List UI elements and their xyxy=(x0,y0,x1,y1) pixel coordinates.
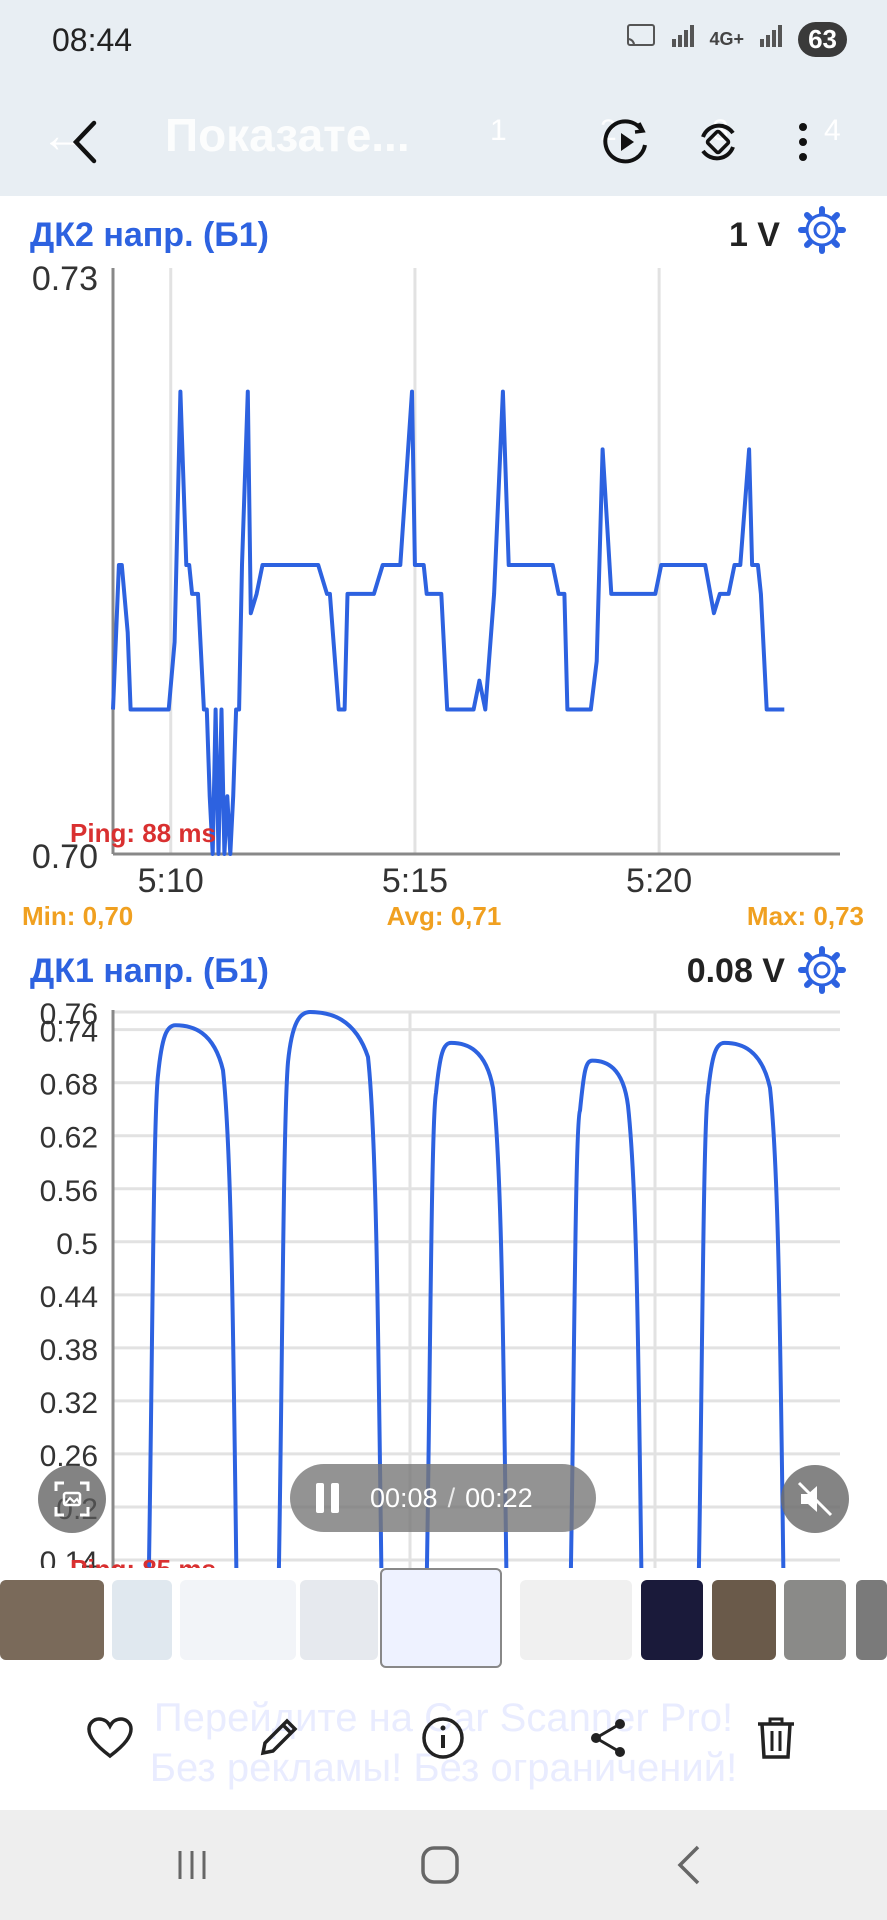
chart2-y-tick-label: 0.44 xyxy=(40,1281,98,1314)
thumbnail-item[interactable] xyxy=(300,1580,378,1660)
chart2-y-tick-label: 0.38 xyxy=(40,1334,98,1367)
share-button[interactable] xyxy=(579,1708,639,1768)
chevron-left-icon xyxy=(72,120,97,164)
thumbnail-item[interactable] xyxy=(112,1580,172,1660)
status-time: 08:44 xyxy=(52,22,133,58)
chart1-x-tick-label: 5:10 xyxy=(138,862,204,900)
chart1-y-tick-label: 0.70 xyxy=(32,838,98,876)
charts-area: ДК2 напр. (Б1) 1 V 0.73 0.70 5:10 5:15 5:20… xyxy=(22,206,864,1568)
info-button[interactable] xyxy=(413,1708,473,1768)
gauge2-value: 0.08 V xyxy=(687,952,786,990)
rotate-button[interactable] xyxy=(690,114,746,170)
thumbnail-strip[interactable] xyxy=(0,1568,887,1668)
pause-button[interactable] xyxy=(316,1483,346,1513)
back-button[interactable] xyxy=(58,114,114,170)
chart1-x-tick-label: 5:20 xyxy=(626,862,692,900)
pause-icon-bar xyxy=(316,1483,324,1513)
gauge1-title: ДК2 напр. (Б1) xyxy=(30,216,269,254)
nav-back-button[interactable] xyxy=(660,1840,720,1890)
chart2-y-tick-label: 0.56 xyxy=(40,1175,98,1208)
gauge1-settings-icon[interactable] xyxy=(798,206,846,254)
thumbnail-item[interactable] xyxy=(856,1580,887,1660)
home-icon xyxy=(421,1846,459,1884)
ghost-page-title: Показате... xyxy=(165,109,410,161)
pause-icon-bar xyxy=(331,1483,339,1513)
home-button[interactable] xyxy=(410,1840,470,1890)
thumbnail-item[interactable] xyxy=(784,1580,846,1660)
app-bar-edge xyxy=(0,186,887,196)
back-chevron-icon xyxy=(677,1845,700,1885)
trash-icon xyxy=(758,1717,794,1759)
network-type: 4G+ xyxy=(709,29,745,49)
thumbnail-selected[interactable] xyxy=(380,1568,502,1668)
player-separator: / xyxy=(447,1482,456,1513)
edit-button[interactable] xyxy=(248,1708,308,1768)
battery-icon: 63 xyxy=(798,22,847,57)
image-capture-icon xyxy=(54,1481,90,1517)
heart-icon xyxy=(87,1717,133,1759)
volume-mute-icon xyxy=(797,1481,833,1517)
signal-icon xyxy=(670,23,696,56)
app-bar: ← Показате... 1 2 3 4 xyxy=(0,86,887,196)
more-vertical-icon xyxy=(799,123,807,161)
chart1-series-line xyxy=(111,389,785,856)
gauge1-avg: Avg: 0,71 xyxy=(387,901,502,931)
system-nav-bar xyxy=(0,1810,887,1920)
gauge2-title: ДК1 напр. (Б1) xyxy=(30,952,269,990)
status-bar: 08:44 4G+ 63 xyxy=(0,0,887,86)
capture-button[interactable] xyxy=(38,1465,106,1533)
chart1: 0.73 0.70 5:10 5:15 5:20 Ping: 88 ms xyxy=(32,260,840,900)
video-player-controls: 00:08 / 00:22 xyxy=(290,1464,596,1532)
bottom-actions-bar: Перейдите на Car Scanner Pro! Без реклам… xyxy=(0,1668,887,1810)
chart2-y-tick-label: 0.62 xyxy=(40,1122,98,1155)
thumbnail-item[interactable] xyxy=(641,1580,703,1660)
ghost-tab-1: 1 xyxy=(490,114,507,147)
delete-button[interactable] xyxy=(746,1708,806,1768)
rotate-icon xyxy=(701,123,735,161)
gauge1-ping: Ping: 88 ms xyxy=(70,818,216,848)
play-circle-icon xyxy=(603,119,647,164)
thumbnail-item[interactable] xyxy=(180,1580,296,1660)
recent-apps-icon xyxy=(178,1851,206,1879)
thumbnail-item[interactable] xyxy=(712,1580,776,1660)
gauge1-value: 1 V xyxy=(729,216,780,254)
chart2-y-tick-label: 0.14 xyxy=(40,1546,98,1568)
signal-icon-2 xyxy=(758,23,784,56)
chart2-y-tick-label: 0.76 xyxy=(40,998,98,1031)
chart2-y-tick-label: 0.74 xyxy=(40,1016,98,1049)
chart1-y-tick-label: 0.73 xyxy=(32,260,98,298)
share-icon xyxy=(591,1719,625,1757)
chart2-y-tick-label: 0.5 xyxy=(56,1228,98,1261)
status-icons: 4G+ 63 xyxy=(626,22,847,57)
player-total-time: 00:22 xyxy=(465,1482,533,1513)
info-icon xyxy=(422,1717,464,1759)
chart2-y-tick-label: 0.32 xyxy=(40,1387,98,1420)
player-current-time: 00:08 xyxy=(370,1482,438,1513)
favorite-button[interactable] xyxy=(80,1708,140,1768)
chart1-x-tick-label: 5:15 xyxy=(382,862,448,900)
gauge1-min: Min: 0,70 xyxy=(22,901,133,931)
pencil-icon xyxy=(260,1718,298,1756)
thumbnail-item[interactable] xyxy=(520,1580,632,1660)
thumbnail-item[interactable] xyxy=(0,1580,104,1660)
gauge2-ping: Ping: 85 ms xyxy=(70,1554,216,1568)
gauge1-max: Max: 0,73 xyxy=(747,901,864,931)
mute-button[interactable] xyxy=(781,1465,849,1533)
chart2-series-line xyxy=(146,1010,786,1568)
chart2-y-tick-label: 0.68 xyxy=(40,1069,98,1102)
recent-apps-button[interactable] xyxy=(162,1840,222,1890)
more-options-button[interactable] xyxy=(775,114,831,170)
gauge2-settings-icon[interactable] xyxy=(798,946,846,994)
slideshow-button[interactable] xyxy=(598,114,654,170)
cast-icon xyxy=(626,23,656,56)
ghost-tab-4: 4 xyxy=(824,114,841,147)
ghost-ad-line2: Без рекламы! Без ограничений! xyxy=(149,1746,738,1790)
